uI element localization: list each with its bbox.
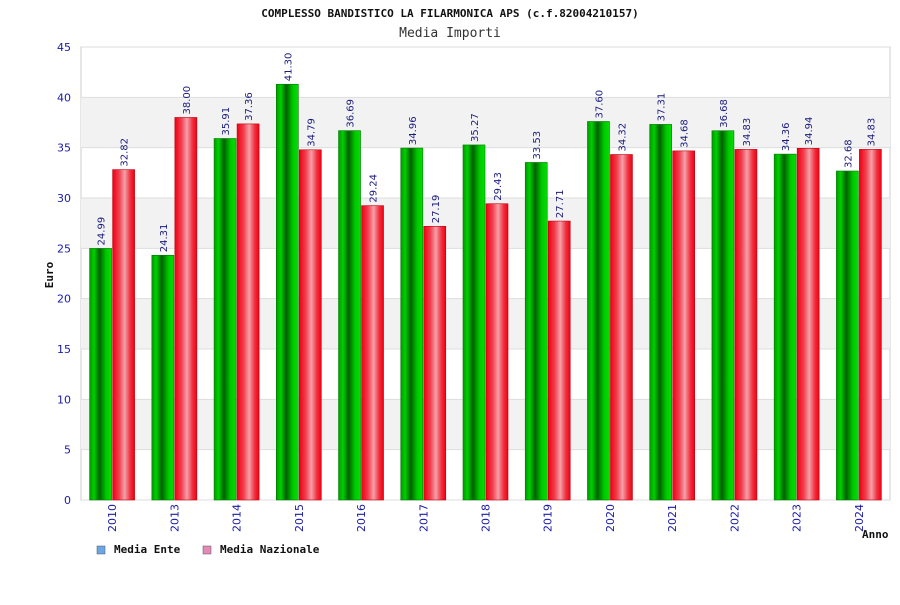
y-tick-label: 35 — [57, 142, 71, 155]
bar-media-nazionale — [796, 147, 820, 501]
legend-label-media-ente: Media Ente — [114, 543, 181, 556]
bar-media-nazionale — [236, 123, 260, 501]
value-labels: 24.99 32.82 24.31 38.00 35.91 37.36 41.30 34.79… — [97, 53, 878, 253]
grid-band — [81, 399, 890, 450]
bar-media-nazionale — [112, 169, 135, 501]
grid-band — [81, 97, 890, 148]
legend: Media Ente Media Nazionale — [96, 543, 320, 556]
y-tick-label: 20 — [57, 293, 71, 306]
bar-media-nazionale — [174, 117, 198, 501]
x-tick-label: 2019 — [542, 504, 555, 532]
x-tick-label: 2014 — [231, 504, 244, 532]
bar-media-nazionale — [734, 149, 758, 501]
y-tick-label: 10 — [57, 393, 71, 406]
bar-media-nazionale — [610, 154, 633, 501]
value-label: 34.83 — [866, 118, 877, 147]
bar-media-ente — [338, 130, 361, 501]
y-tick-label: 40 — [57, 91, 71, 104]
x-tick-label: 2020 — [604, 504, 617, 532]
legend-swatch-media-nazionale — [202, 545, 212, 555]
bar-media-ente — [400, 147, 424, 501]
y-axis-label: Euro — [43, 261, 56, 288]
bar-media-ente — [711, 130, 735, 501]
value-label: 34.32 — [617, 123, 628, 152]
value-label: 32.82 — [120, 138, 131, 167]
x-tick-label: 2024 — [853, 504, 866, 532]
value-label: 34.83 — [742, 118, 753, 147]
x-tick-label: 2010 — [106, 504, 119, 532]
value-label: 33.53 — [532, 131, 543, 160]
value-label: 29.24 — [369, 174, 380, 203]
x-tick-label: 2022 — [728, 504, 741, 532]
value-label: 41.30 — [283, 53, 294, 82]
bar-media-ente — [276, 83, 299, 501]
bar-media-nazionale — [485, 203, 509, 501]
bar-media-nazionale — [423, 225, 447, 501]
x-tick-label: 2016 — [355, 504, 368, 532]
value-label: 35.27 — [470, 113, 481, 142]
value-label: 37.36 — [244, 92, 255, 121]
bar-media-nazionale — [859, 149, 882, 501]
value-label: 35.91 — [221, 107, 232, 136]
x-axis-ticks: 2010 2013 2014 2015 2016 2017 2018 2019 2020 2021… — [106, 504, 866, 532]
x-tick-label: 2018 — [480, 504, 493, 532]
value-label: 29.43 — [493, 172, 504, 201]
value-label: 24.31 — [159, 224, 170, 253]
legend-label-media-nazionale: Media Nazionale — [220, 543, 320, 556]
bar-media-ente — [587, 121, 610, 501]
bar-media-ente — [524, 162, 548, 501]
bar-media-nazionale — [672, 150, 695, 501]
bar-media-nazionale — [547, 220, 571, 501]
x-tick-label: 2013 — [168, 504, 181, 532]
bar-media-ente — [151, 254, 175, 501]
legend-swatch-media-ente — [96, 545, 106, 555]
bar-media-ente — [89, 248, 112, 501]
x-tick-label: 2021 — [666, 504, 679, 532]
bar-media-ente — [462, 144, 486, 501]
y-axis-ticks: 0 5 10 15 20 25 30 35 40 45 — [57, 41, 71, 507]
chart-title: COMPLESSO BANDISTICO LA FILARMONICA APS … — [261, 7, 639, 20]
value-label: 34.79 — [306, 118, 317, 147]
x-tick-label: 2017 — [417, 504, 430, 532]
grid-band — [81, 198, 890, 249]
value-label: 37.31 — [657, 93, 668, 122]
x-tick-label: 2023 — [791, 504, 804, 532]
bar-media-ente — [649, 124, 672, 501]
bar-media-ente — [773, 153, 797, 501]
x-axis-label: Anno — [862, 528, 889, 541]
bar-media-nazionale — [361, 205, 384, 501]
bars — [89, 83, 882, 501]
y-tick-label: 25 — [57, 242, 71, 255]
value-label: 32.68 — [843, 139, 854, 168]
y-tick-label: 30 — [57, 192, 71, 205]
value-label: 34.36 — [781, 122, 792, 151]
bar-media-nazionale — [299, 149, 322, 501]
value-label: 36.69 — [346, 99, 357, 128]
value-label: 38.00 — [182, 86, 193, 115]
bar-media-ente — [213, 138, 237, 501]
grid-band — [81, 298, 890, 349]
plot-background — [80, 46, 891, 501]
value-label: 34.94 — [804, 117, 815, 146]
value-label: 34.68 — [680, 119, 691, 148]
y-tick-label: 5 — [64, 444, 71, 457]
value-label: 36.68 — [719, 99, 730, 128]
y-tick-label: 0 — [64, 494, 71, 507]
value-label: 27.71 — [555, 189, 566, 218]
value-label: 37.60 — [594, 90, 605, 119]
value-label: 34.96 — [408, 116, 419, 145]
y-tick-label: 15 — [57, 343, 71, 356]
chart-subtitle: Media Importi — [399, 26, 501, 41]
value-label: 24.99 — [97, 217, 108, 246]
bar-media-ente — [836, 170, 859, 501]
y-tick-label: 45 — [57, 41, 71, 54]
x-tick-label: 2015 — [293, 504, 306, 532]
value-label: 27.19 — [431, 195, 442, 224]
